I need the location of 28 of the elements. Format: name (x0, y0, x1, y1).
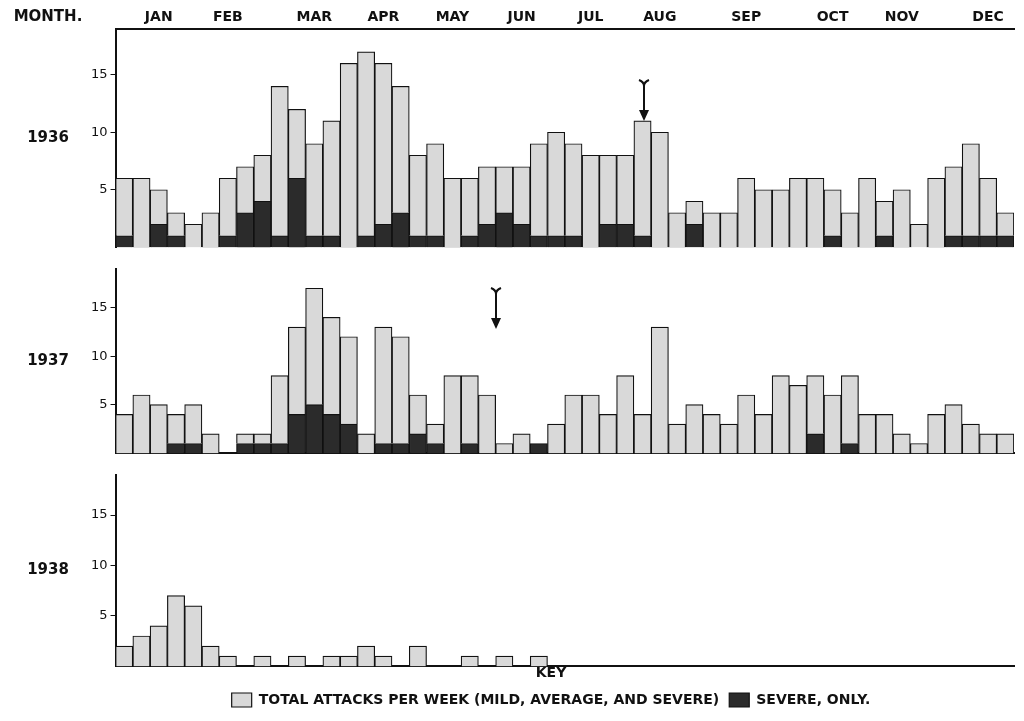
y-tick-label: 5 (99, 396, 108, 412)
y-tick-label: 15 (91, 66, 108, 82)
y-axis-title: 1937 (27, 350, 69, 369)
y-axis-title: 1938 (27, 560, 69, 579)
x-tick-label: NOV (884, 8, 919, 25)
x-tick-label: DEC (972, 8, 1004, 25)
x-tick-label: MAY (435, 8, 471, 25)
y-tick-label: 15 (91, 506, 108, 522)
x-axis-title: MONTH. (13, 7, 83, 26)
x-tick-label: MAR (296, 8, 333, 25)
y-axis-title: 1936 (27, 127, 69, 146)
x-tick-label: OCT (816, 8, 849, 25)
x-tick-label: SEP (731, 8, 762, 25)
legend-label: TOTAL ATTACKS PER WEEK (MILD, AVERAGE, AND SEVERE) (258, 690, 720, 707)
y-tick-label: 10 (91, 123, 108, 139)
legend-title: KEY (535, 663, 568, 680)
x-tick-label: JUL (576, 8, 604, 25)
y-tick-label: 10 (91, 347, 108, 363)
y-tick-label: 5 (99, 607, 108, 623)
x-tick-label: FEB (212, 8, 243, 25)
y-tick-label: 15 (91, 299, 108, 314)
y-tick-label: 5 (99, 181, 108, 197)
x-tick-label: JUN (506, 8, 536, 25)
legend-label: SEVERE, ONLY. (756, 690, 871, 707)
x-tick-label: APR (367, 8, 400, 25)
y-tick-label: 10 (91, 556, 108, 572)
x-tick-label: AUG (643, 8, 677, 25)
x-tick-label: JAN (143, 8, 173, 25)
